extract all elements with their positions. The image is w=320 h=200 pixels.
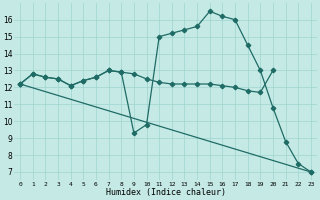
X-axis label: Humidex (Indice chaleur): Humidex (Indice chaleur) — [106, 188, 226, 197]
